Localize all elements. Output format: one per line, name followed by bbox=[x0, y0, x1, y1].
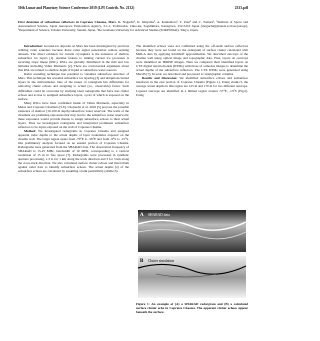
section-heading: Method: bbox=[24, 128, 37, 133]
left-column: Introduction: Ground-ice deposits on Mar… bbox=[18, 44, 129, 174]
header-left: 50th Lunar and Planetary Science Confere… bbox=[18, 6, 135, 10]
caption-block: Figure 1: An example of (A) a SHARAD rad… bbox=[136, 302, 248, 314]
paragraph-text: Ground-ice deposits on Mars has been inv… bbox=[18, 44, 130, 73]
paragraph-text: Radar sounding technique has potential t… bbox=[18, 72, 129, 101]
paragraph-text: The identified echoes were not confirmed… bbox=[136, 44, 248, 77]
section-heading: Introduction: bbox=[24, 44, 43, 48]
panel-a-label: SHARAD data bbox=[148, 213, 170, 217]
header-right: 2333.pdf bbox=[234, 6, 248, 10]
paragraph: Method: We investigated radargrams in Co… bbox=[18, 129, 129, 174]
title-block: First detection of subsurface reflectors… bbox=[18, 20, 248, 32]
paragraph-text: We investigated radargrams in Coprates C… bbox=[18, 128, 129, 174]
paragraph: Many RSLs have been confirmed inside of … bbox=[18, 101, 129, 129]
paragraph-text: We identified subsurface echoes and subs… bbox=[136, 76, 248, 97]
clutter-echo bbox=[155, 273, 217, 278]
paragraph: Introduction: Ground-ice deposits on Mar… bbox=[18, 44, 129, 72]
simulated-echo bbox=[137, 263, 247, 275]
title-paragraph: First detection of subsurface reflectors… bbox=[18, 20, 248, 32]
right-column: The identified echoes were not confirmed… bbox=[136, 44, 248, 97]
paragraph: Radar sounding technique has potential t… bbox=[18, 72, 129, 100]
subsurface-echo bbox=[137, 229, 247, 240]
surface-echo bbox=[137, 219, 247, 231]
paragraph: Results and Discussion: We identified su… bbox=[136, 76, 248, 96]
figure: A SHARAD data B Clutter simulation bbox=[137, 210, 247, 298]
section-heading: Results and Discussion: bbox=[142, 76, 178, 81]
figure-caption: Figure 1: An example of (A) a SHARAD rad… bbox=[136, 302, 248, 315]
title: First detection of subsurface reflectors… bbox=[18, 20, 117, 24]
panel-b-letter: B bbox=[140, 259, 144, 264]
paragraph: The identified echoes were not confirmed… bbox=[136, 44, 248, 76]
authors: R. Noguchi¹, K. Ishiyama², A. Kumamoto³,… bbox=[18, 20, 248, 33]
paragraph-text: Many RSLs have been confirmed inside of … bbox=[18, 100, 129, 129]
panel-b-label: Clutter simulation bbox=[148, 259, 174, 263]
page: 50th Lunar and Planetary Science Confere… bbox=[18, 6, 248, 315]
panel-a-letter: A bbox=[140, 213, 144, 218]
radargram-panel bbox=[138, 210, 246, 252]
